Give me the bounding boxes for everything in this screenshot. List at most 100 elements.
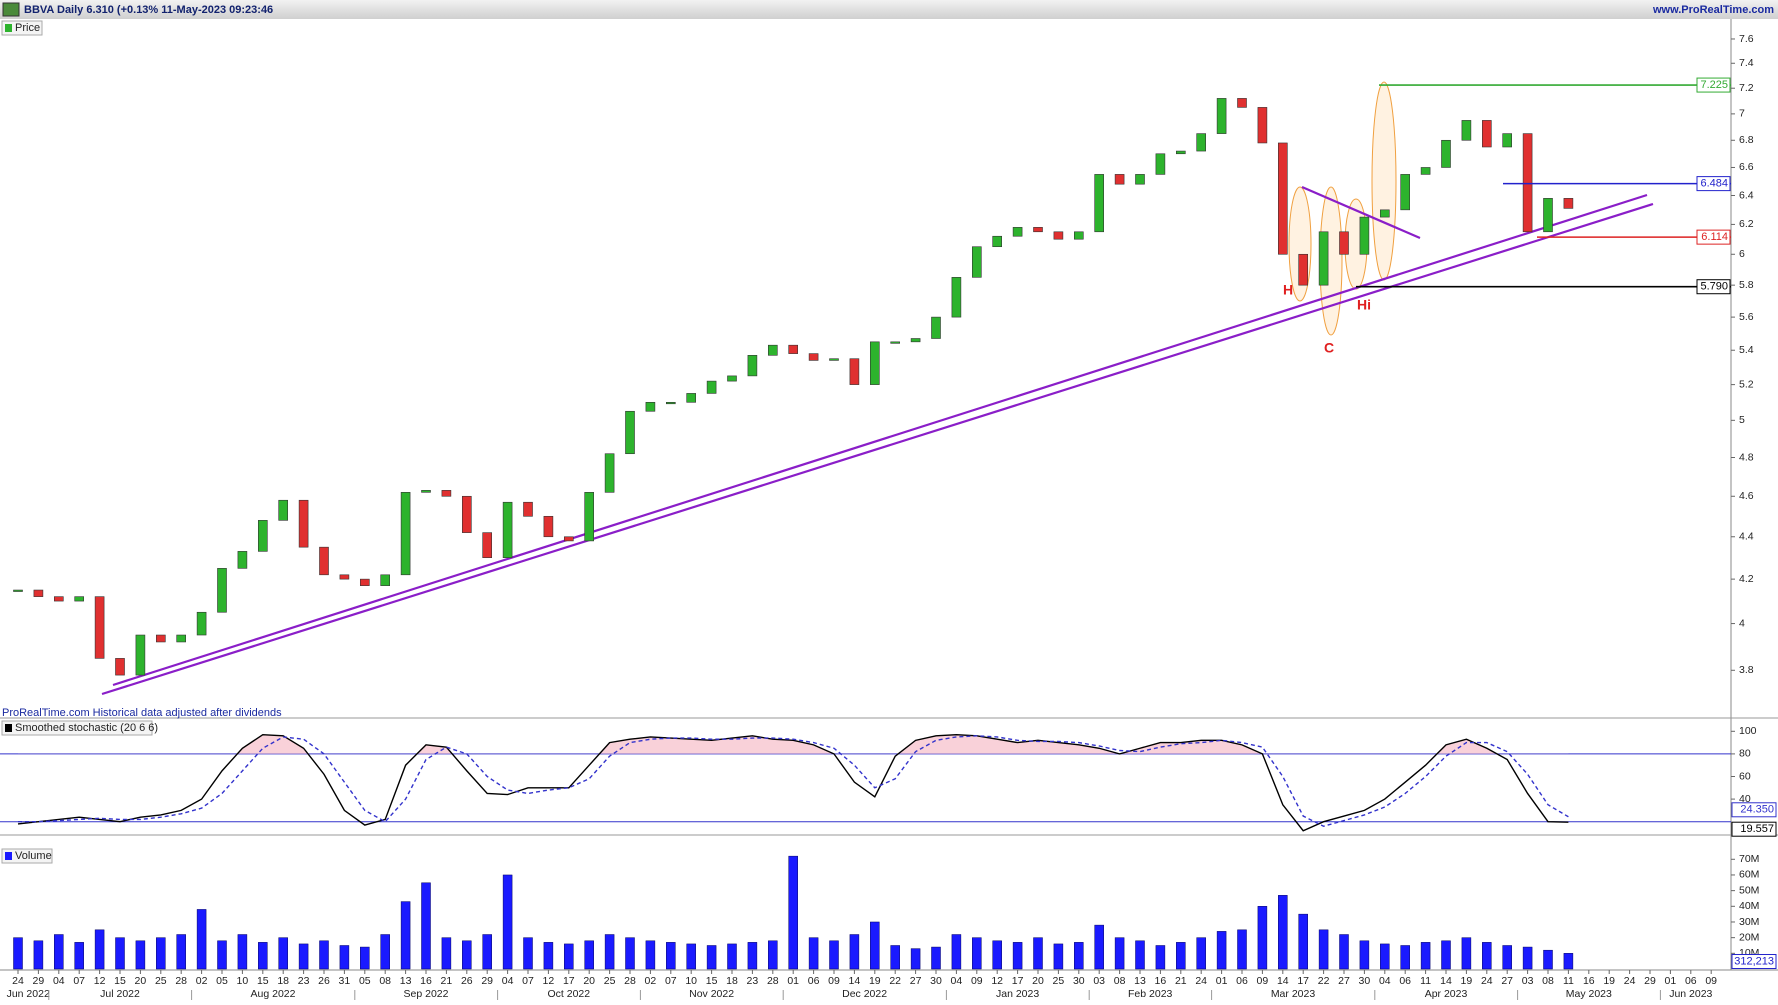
pane-label-box [1,720,153,736]
level-label-box [1696,176,1731,192]
x-tick-label: 29 [481,975,493,987]
value-label: 312,213 [1734,955,1774,967]
level-label: 6.114 [1701,231,1728,243]
x-tick-label: 09 [971,975,983,987]
candle [706,380,717,394]
y-tick-label: 6.2 [1739,218,1754,230]
volume-bar [1339,934,1349,970]
candle [74,596,84,602]
candle [992,235,1003,248]
volume-bar [502,874,513,970]
volume-bar [1237,929,1247,970]
volume-bar [890,945,900,970]
month-label: Dec 2022 [842,988,887,1000]
x-tick-label: 08 [1542,975,1554,987]
x-tick-label: 01 [1665,975,1677,987]
candle [1502,133,1512,148]
x-tick-label: 04 [502,975,514,987]
x-tick-label: 04 [53,975,65,987]
x-tick-label: 12 [991,975,1003,987]
candle [625,410,635,455]
candle [1339,231,1349,255]
x-tick-label: 23 [747,975,759,987]
month-label: Aug 2022 [251,988,296,1000]
y-tick-label: 40M [1739,900,1759,912]
volume-bar [1461,937,1472,970]
y-tick-label: 4.2 [1739,573,1754,585]
candle [1543,198,1553,233]
volume-bar [1380,943,1390,970]
candle [1033,227,1043,233]
volume-bar [1155,945,1166,970]
candle [278,499,289,521]
volume-bar [1053,943,1064,970]
volume-bar [1298,913,1308,970]
x-tick-label: 24 [1481,975,1493,987]
x-tick-label: 05 [216,975,228,987]
y-tick-label: 70M [1739,853,1759,865]
site-link[interactable]: www.ProRealTime.com [1652,4,1774,16]
candle [135,634,146,676]
y-tick-label: 6.6 [1739,161,1754,173]
volume-bar [604,934,615,970]
candle [1400,174,1410,211]
candle [33,589,44,597]
volume-bar [176,934,186,970]
volume-bar [115,937,125,970]
x-tick-label: 18 [726,975,738,987]
volume-bar [829,940,839,970]
pattern-ellipse [1371,81,1397,281]
volume-bar [1114,937,1125,970]
x-tick-label: 21 [1175,975,1187,987]
volume-bar [258,942,268,970]
volume-bar [584,940,594,970]
volume-bar [156,937,166,970]
x-tick-label: 01 [1216,975,1228,987]
volume-bar [462,940,472,970]
x-tick-label: 24 [1624,975,1636,987]
candle [1176,150,1186,155]
volume-bar [278,937,288,970]
volume-bar [1257,906,1268,970]
level-label-box [1696,77,1731,93]
y-tick-label: 40 [1739,793,1751,805]
trend-lines [101,185,1654,696]
month-label: Jun 2023 [1669,988,1712,1000]
month-label: Jan 2023 [996,988,1039,1000]
x-tick-label: 28 [767,975,779,987]
level-label-box [1696,229,1731,245]
volume-bar [298,943,309,970]
pattern-label: H [1283,282,1293,298]
y-tick-label: 4.4 [1739,531,1754,543]
volume-bar [1033,937,1043,970]
volume-bar [1522,946,1533,970]
volume-bar [768,940,778,970]
volume-bar [339,945,350,970]
candle [1420,167,1431,175]
volume-bar [910,948,921,970]
candle [1257,107,1268,144]
candle [1522,133,1533,233]
x-tick-label: 24 [12,975,24,987]
volume-bar [33,940,44,970]
volume-bar [1400,945,1410,970]
volume-bar [727,943,737,970]
x-tick-label: 10 [685,975,697,987]
candle [543,515,554,538]
y-tick-label: 5 [1739,414,1745,426]
trend-line [101,202,1654,696]
x-tick-label: 09 [1257,975,1269,987]
x-tick-label: 02 [196,975,208,987]
volume-bar [237,934,248,970]
candle [257,520,268,552]
volume-bar [380,934,390,970]
pane-icon [5,852,12,860]
volume-bar [564,943,574,970]
candle [1196,133,1206,152]
volume-bar [94,929,105,970]
x-tick-label: 15 [706,975,718,987]
x-tick-label: 20 [1032,975,1044,987]
y-tick-label: 4 [1739,617,1745,629]
level-label: 5.790 [1700,281,1728,293]
